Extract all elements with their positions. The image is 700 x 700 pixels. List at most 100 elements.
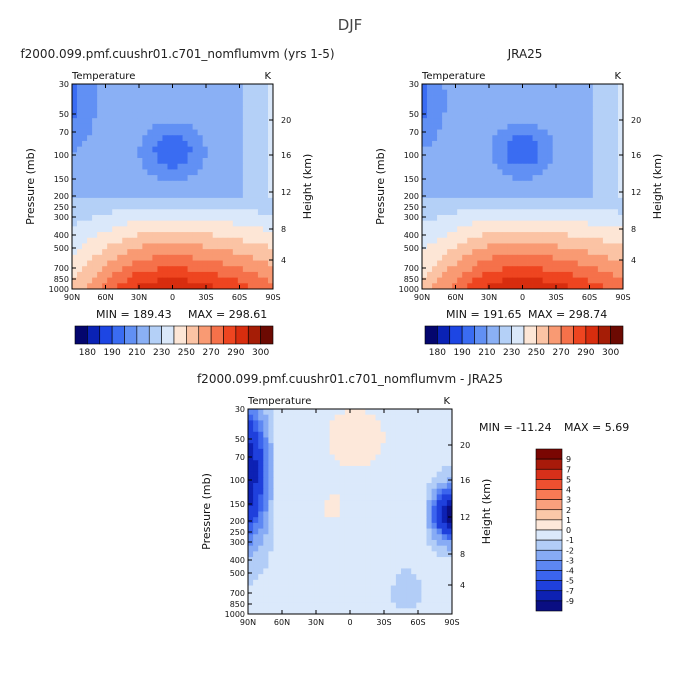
panel-diff-min: MIN = -11.24: [479, 421, 552, 434]
contour-cell: [97, 118, 103, 125]
contour-cell: [263, 562, 269, 569]
contour-cell: [437, 237, 443, 244]
contour-cell: [324, 505, 330, 512]
contour-cell: [457, 118, 463, 125]
contour-cell: [375, 454, 381, 461]
contour-cell: [82, 254, 88, 261]
contour-cell: [365, 511, 371, 518]
contour-cell: [401, 420, 407, 427]
contour-cell: [232, 232, 239, 239]
contour-cell: [278, 585, 285, 592]
contour-cell: [567, 169, 574, 176]
contour-cell: [288, 494, 295, 501]
contour-cell: [248, 562, 254, 569]
contour-cell: [607, 232, 614, 239]
contour-cell: [232, 277, 239, 284]
contour-cell: [299, 568, 305, 575]
contour-cell: [217, 140, 224, 148]
contour-cell: [385, 420, 392, 427]
contour-cell: [350, 460, 356, 467]
contour-cell: [262, 152, 269, 159]
contour-cell: [487, 118, 493, 125]
contour-cell: [365, 562, 371, 569]
contour-cell: [132, 129, 138, 136]
contour-cell: [547, 214, 554, 222]
contour-cell: [411, 431, 417, 438]
contour-cell: [304, 448, 310, 455]
contour-cell: [507, 152, 513, 159]
contour-cell: [157, 237, 163, 244]
contour-cell: [441, 511, 448, 518]
contour-cell: [82, 101, 88, 108]
contour-cell: [217, 146, 224, 153]
contour-cell: [477, 106, 483, 113]
contour-cell: [252, 260, 259, 267]
contour-cell: [82, 106, 88, 113]
contour-cell: [288, 409, 295, 416]
contour-cell: [288, 528, 295, 535]
contour-cell: [552, 254, 559, 261]
contour-cell: [319, 551, 325, 558]
contour-cell: [582, 175, 589, 182]
contour-cell: [350, 517, 356, 524]
contour-cell: [107, 266, 113, 273]
contour-cell: [431, 602, 438, 609]
contour-cell: [617, 95, 624, 102]
contour-cell: [122, 277, 128, 284]
contour-cell: [355, 517, 361, 524]
contour-cell: [334, 494, 341, 501]
contour-cell: [532, 283, 538, 290]
contour-cell: [319, 420, 325, 427]
contour-cell: [427, 169, 433, 176]
contour-cell: [157, 271, 163, 279]
contour-cell: [253, 522, 259, 529]
contour-cell: [547, 277, 554, 284]
contour-cell: [97, 266, 103, 273]
contour-cell: [406, 585, 412, 592]
contour-cell: [365, 596, 371, 604]
contour-cell: [324, 437, 330, 444]
contour-cell: [167, 277, 173, 284]
contour-cell: [517, 89, 523, 96]
contour-cell: [487, 175, 493, 182]
y2-tick-label: 12: [460, 513, 470, 522]
contour-cell: [127, 169, 133, 176]
contour-cell: [385, 551, 392, 558]
contour-cell: [442, 271, 448, 279]
contour-cell: [122, 158, 128, 165]
contour-cell: [557, 220, 564, 227]
contour-cell: [72, 209, 78, 216]
contour-cell: [82, 226, 88, 233]
contour-cell: [426, 528, 432, 535]
contour-cell: [227, 192, 234, 199]
contour-cell: [97, 186, 103, 193]
contour-cell: [532, 175, 538, 182]
contour-cell: [122, 192, 128, 199]
contour-cell: [227, 266, 234, 273]
colorbar-label: 9: [566, 455, 571, 464]
contour-cell: [436, 591, 443, 598]
contour-cell: [617, 243, 624, 250]
contour-cell: [299, 505, 305, 512]
contour-cell: [137, 146, 143, 153]
contour-cell: [237, 146, 244, 153]
contour-cell: [617, 277, 624, 284]
contour-cell: [202, 123, 209, 130]
contour-cell: [375, 426, 381, 433]
contour-cell: [187, 186, 193, 193]
contour-cell: [522, 84, 528, 91]
contour-cell: [385, 511, 392, 518]
contour-cell: [467, 271, 473, 279]
contour-cell: [355, 454, 361, 461]
contour-cell: [334, 471, 341, 478]
contour-cell: [147, 163, 153, 170]
contour-cell: [222, 146, 229, 153]
contour-cell: [257, 203, 264, 210]
contour-cell: [87, 226, 93, 233]
contour-cell: [299, 483, 305, 490]
colorbar-box: [111, 325, 125, 345]
contour-cell: [492, 254, 498, 261]
contour-cell: [268, 511, 274, 518]
contour-cell: [157, 123, 163, 130]
contour-cell: [557, 254, 564, 261]
